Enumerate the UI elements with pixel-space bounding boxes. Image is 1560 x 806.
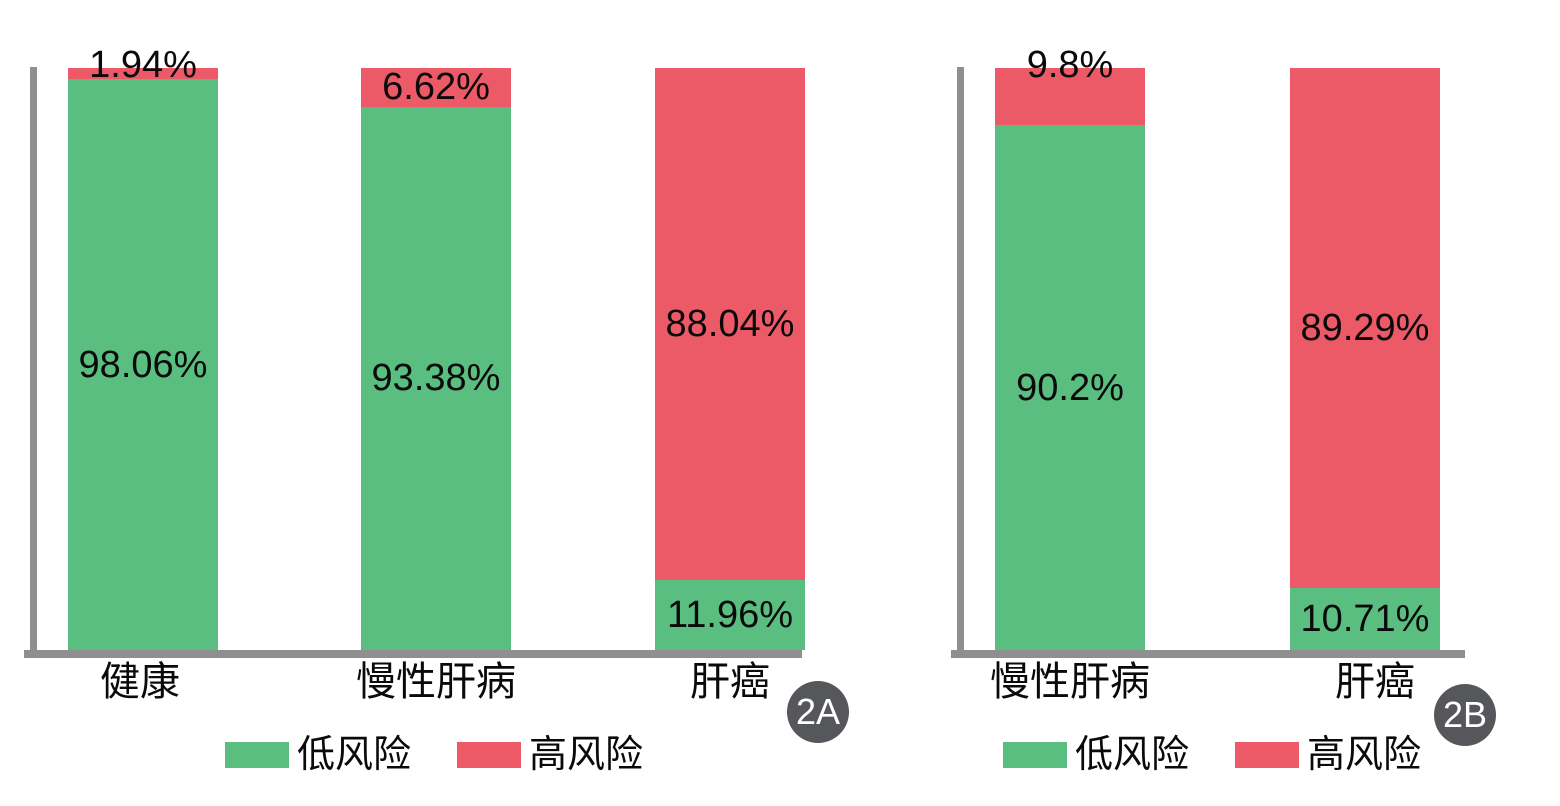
segment-value-label: 11.96% (666, 594, 794, 637)
segment-value-label: 10.71% (1300, 597, 1430, 640)
x-tick-label: 健康 (100, 660, 180, 704)
segment-value-label: 90.2% (1016, 366, 1124, 409)
x-tick-label: 肝癌 (1335, 660, 1415, 704)
legend-item-high-risk: 高风险 (1235, 736, 1421, 774)
segment-low-risk: 90.2% (995, 125, 1145, 650)
legend-swatch-low-risk (1003, 742, 1067, 768)
x-axis-2a (24, 650, 802, 658)
bar-healthy: 1.94% 98.06% (68, 46, 218, 650)
x-tick-label: 慢性肝病 (990, 660, 1150, 704)
x-tick-label: 肝癌 (690, 660, 770, 704)
segment-value-label: 1.94% (89, 43, 197, 86)
segment-low-risk: 98.06% (68, 79, 218, 650)
bar-chronic-liver-disease-2b: 9.8% 90.2% (995, 46, 1145, 650)
legend-label-low-risk: 低风险 (1075, 734, 1190, 776)
segment-low-risk: 11.96% (655, 580, 805, 650)
segment-high-risk: 89.29% (1290, 68, 1440, 588)
legend-label-high-risk: 高风险 (1307, 734, 1422, 776)
legend-swatch-low-risk (225, 742, 289, 768)
legend-item-high-risk: 高风险 (457, 736, 643, 774)
segment-value-label: 89.29% (1300, 306, 1430, 349)
legend-item-low-risk: 低风险 (225, 736, 411, 774)
segment-value-label: 93.38% (371, 357, 501, 400)
legend-item-low-risk: 低风险 (1003, 736, 1189, 774)
segment-low-risk: 10.71% (1290, 587, 1440, 650)
bar-liver-cancer-2b: 89.29% 10.71% (1290, 68, 1440, 650)
legend-swatch-high-risk (457, 742, 522, 768)
legend-2a: 低风险 高风险 (225, 736, 643, 774)
legend-label-low-risk: 低风险 (297, 734, 412, 776)
segment-value-label: 98.06% (78, 343, 208, 386)
panel-badge-2b: 2B (1434, 684, 1496, 746)
segment-low-risk: 93.38% (361, 106, 511, 650)
segment-high-risk: 6.62% (361, 68, 511, 107)
x-axis-2b (951, 650, 1465, 658)
legend-2b: 低风险 高风险 (1003, 736, 1421, 774)
legend-swatch-high-risk (1235, 742, 1300, 768)
segment-value-label: 9.8% (1026, 43, 1114, 86)
panel-badge-2a: 2A (787, 681, 849, 743)
y-axis-2b (957, 67, 964, 658)
legend-label-high-risk: 高风险 (529, 734, 644, 776)
bar-liver-cancer-2a: 88.04% 11.96% (655, 68, 805, 650)
y-axis-2a (30, 67, 37, 658)
segment-value-label: 6.62% (382, 66, 490, 109)
segment-high-risk: 88.04% (655, 68, 805, 581)
segment-high-risk: 9.8% (995, 46, 1145, 126)
segment-value-label: 88.04% (665, 303, 795, 346)
x-tick-label: 慢性肝病 (356, 660, 516, 704)
segment-high-risk: 1.94% (68, 46, 218, 84)
bar-chronic-liver-disease-2a: 6.62% 93.38% (361, 68, 511, 650)
